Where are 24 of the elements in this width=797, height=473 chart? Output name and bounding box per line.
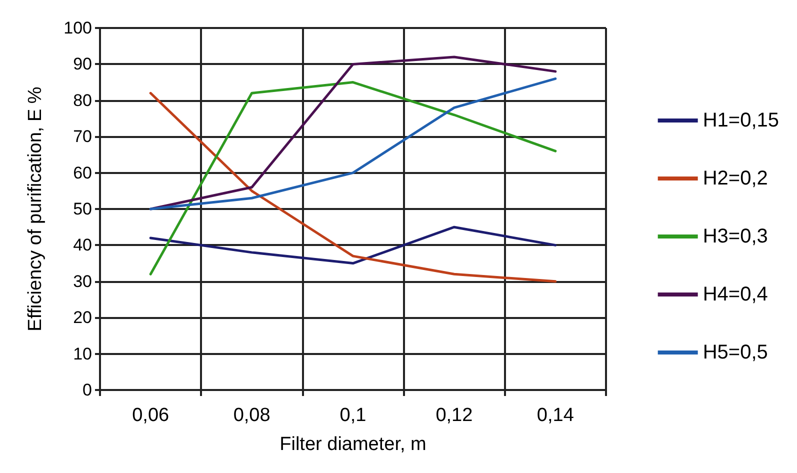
y-tick-label: 10 — [73, 344, 92, 364]
x-tick-label: 0,08 — [233, 405, 270, 426]
x-tick-label: 0,14 — [536, 405, 574, 426]
y-tick-label: 30 — [73, 272, 92, 291]
y-tick-label: 20 — [73, 308, 92, 328]
y-tick-label: 0 — [82, 380, 92, 400]
legend-label: H4=0,4 — [702, 284, 768, 306]
y-tick-label: 80 — [73, 90, 92, 110]
x-axis-title: Filter diameter, m — [280, 434, 426, 455]
y-tick-label: 60 — [73, 163, 92, 182]
x-tick-label: 0,06 — [132, 405, 170, 426]
x-tick-label: 0,12 — [436, 405, 473, 426]
x-tick-label: 0,1 — [340, 405, 366, 426]
legend-label: H1=0,15 — [702, 110, 779, 132]
legend-label: H3=0,3 — [702, 226, 768, 248]
line-series — [149, 226, 557, 265]
y-tick-label: 50 — [73, 200, 92, 218]
y-tick-label: 90 — [73, 54, 92, 74]
y-axis-title: Efficiency of purification, E % — [25, 86, 46, 332]
legend-label: H2=0,2 — [702, 168, 768, 190]
y-tick-label: 40 — [73, 236, 92, 255]
y-tick-label: 100 — [64, 18, 92, 38]
legend-label: H5=0,5 — [702, 342, 768, 364]
y-tick-label: 70 — [73, 127, 92, 146]
